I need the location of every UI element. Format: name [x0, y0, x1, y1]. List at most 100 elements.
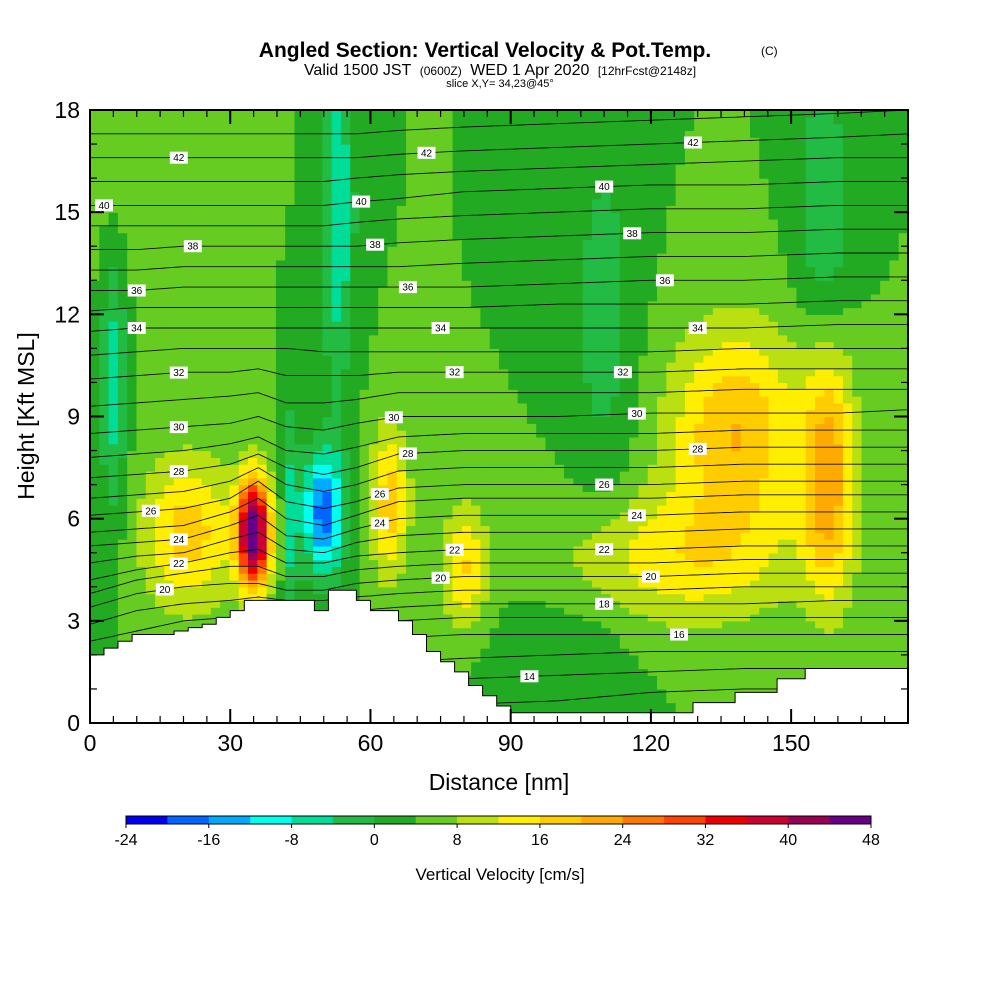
velocity-cell: [619, 661, 630, 670]
velocity-cell: [313, 505, 323, 513]
velocity-cell: [396, 464, 407, 472]
velocity-cell: [155, 477, 165, 486]
velocity-cell: [508, 396, 519, 404]
velocity-cell: [108, 505, 119, 513]
velocity-cell: [210, 389, 221, 397]
velocity-cell: [210, 600, 221, 608]
velocity-cell: [852, 579, 863, 588]
velocity-cell: [657, 661, 667, 670]
velocity-cell: [684, 695, 695, 704]
velocity-cell: [378, 396, 389, 404]
velocity-cell: [536, 552, 547, 561]
velocity-cell: [313, 600, 323, 608]
velocity-cell: [182, 511, 193, 520]
velocity-cell: [629, 518, 640, 527]
velocity-cell: [266, 539, 277, 547]
velocity-cell: [722, 634, 732, 642]
velocity-cell: [238, 368, 249, 377]
velocity-cell: [117, 586, 128, 595]
velocity-cell: [415, 382, 426, 390]
velocity-cell: [815, 654, 825, 663]
velocity-cell: [452, 484, 463, 493]
velocity-cell: [694, 668, 705, 676]
velocity-cell: [564, 375, 574, 384]
velocity-cell: [117, 525, 128, 533]
velocity-cell: [489, 641, 500, 649]
velocity-cell: [573, 525, 584, 533]
velocity-cell: [99, 341, 110, 349]
velocity-cell: [536, 396, 547, 404]
velocity-cell: [443, 477, 454, 486]
velocity-cell: [601, 607, 612, 615]
velocity-cell: [564, 505, 574, 513]
velocity-cell: [647, 579, 658, 588]
velocity-cell: [675, 682, 686, 690]
velocity-cell: [545, 362, 556, 370]
velocity-cell: [815, 566, 825, 574]
velocity-cell: [684, 457, 695, 465]
velocity-cell: [117, 389, 128, 397]
velocity-cell: [127, 389, 138, 397]
velocity-cell: [396, 341, 407, 349]
velocity-cell: [145, 443, 156, 452]
velocity-cell: [703, 545, 714, 554]
velocity-cell: [266, 450, 277, 458]
velocity-cell: [182, 498, 193, 506]
velocity-cell: [852, 552, 863, 561]
velocity-cell: [554, 627, 565, 636]
velocity-cell: [684, 470, 695, 479]
velocity-cell: [564, 661, 574, 670]
velocity-cell: [852, 341, 863, 349]
velocity-cell: [619, 477, 630, 486]
velocity-cell: [99, 545, 110, 554]
velocity-cell: [610, 539, 621, 547]
velocity-cell: [573, 375, 584, 384]
velocity-cell: [675, 532, 686, 540]
velocity-cell: [889, 573, 900, 581]
velocity-cell: [266, 430, 277, 438]
velocity-cell: [852, 368, 863, 377]
velocity-cell: [257, 396, 268, 404]
velocity-cell: [220, 443, 231, 452]
velocity-cell: [861, 654, 872, 663]
velocity-cell: [889, 375, 900, 384]
velocity-cell: [898, 532, 908, 540]
velocity-cell: [489, 620, 500, 629]
velocity-cell: [545, 620, 556, 629]
velocity-cell: [415, 600, 426, 608]
velocity-cell: [164, 600, 175, 608]
velocity-cell: [591, 498, 602, 506]
velocity-cell: [378, 402, 389, 411]
velocity-cell: [489, 518, 500, 527]
velocity-cell: [257, 586, 268, 595]
velocity-cell: [898, 430, 908, 438]
velocity-cell: [740, 464, 751, 472]
velocity-cell: [508, 436, 519, 445]
velocity-cell: [117, 470, 128, 479]
velocity-cell: [406, 382, 416, 390]
velocity-cell: [722, 416, 732, 424]
velocity-cell: [443, 470, 454, 479]
velocity-cell: [694, 593, 705, 601]
velocity-cell: [340, 525, 351, 533]
velocity-cell: [787, 348, 798, 356]
velocity-cell: [805, 654, 816, 663]
velocity-cell: [749, 436, 760, 445]
velocity-cell: [257, 579, 268, 588]
velocity-cell: [898, 402, 908, 411]
velocity-cell: [759, 511, 770, 520]
velocity-cell: [99, 505, 110, 513]
velocity-cell: [833, 430, 844, 438]
velocity-cell: [99, 593, 110, 601]
velocity-cell: [629, 375, 640, 384]
velocity-cell: [443, 552, 454, 561]
velocity-cell: [499, 661, 509, 670]
velocity-cell: [145, 348, 156, 356]
velocity-cell: [368, 436, 379, 445]
velocity-cell: [768, 348, 779, 356]
velocity-cell: [192, 532, 203, 540]
velocity-cell: [471, 518, 482, 527]
velocity-cell: [694, 389, 705, 397]
velocity-cell: [266, 545, 277, 554]
velocity-cell: [220, 436, 231, 445]
